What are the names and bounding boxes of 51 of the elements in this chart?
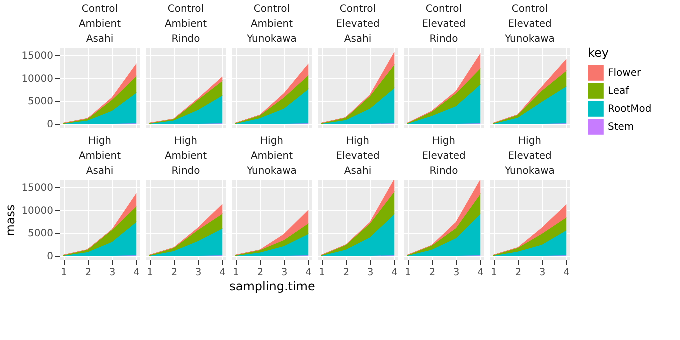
chart-title: Control Ambient Rindo <box>164 4 208 45</box>
x-tick-label: 2 <box>429 268 436 278</box>
x-tick-label: 1 <box>404 268 412 278</box>
x-tick-label: 4 <box>220 268 226 278</box>
x-axis-title: sampling.time <box>230 280 316 294</box>
legend-label: Flower <box>608 68 642 79</box>
x-tick-label: 1 <box>60 268 68 278</box>
x-tick-label: 4 <box>392 268 398 278</box>
x-tick-label: 2 <box>257 268 264 278</box>
x-tick-label: 3 <box>195 268 202 278</box>
x-tick-label: 4 <box>134 268 140 278</box>
x-tick-label: 3 <box>281 268 288 278</box>
legend-label: Leaf <box>608 86 630 97</box>
chart-title: High Elevated Yunokawa <box>504 136 555 177</box>
x-tick-label: 3 <box>367 268 374 278</box>
y-tick-label: 10000 <box>22 74 54 85</box>
x-tick-label: 1 <box>490 268 498 278</box>
x-tick-label: 4 <box>478 268 484 278</box>
y-tick-label: 10000 <box>22 206 54 217</box>
x-tick-label: 4 <box>564 268 570 278</box>
chart-title: High Ambient Yunokawa <box>246 136 297 177</box>
x-tick-label: 1 <box>232 268 240 278</box>
y-tick-label: 0 <box>47 252 54 263</box>
y-tick-label: 0 <box>47 120 54 131</box>
x-tick-label: 1 <box>146 268 154 278</box>
x-tick-label: 2 <box>171 268 178 278</box>
y-tick-label: 15000 <box>22 50 54 62</box>
x-tick-label: 3 <box>453 268 460 278</box>
x-tick-label: 4 <box>306 268 312 278</box>
y-tick-label: 5000 <box>28 96 54 108</box>
chart-title: Control Elevated Asahi <box>336 4 380 45</box>
chart-title: High Elevated Rindo <box>422 136 466 177</box>
x-tick-label: 2 <box>515 268 522 278</box>
y-tick-label: 5000 <box>28 228 54 240</box>
chart-title: High Ambient Rindo <box>164 136 208 177</box>
chart-title: High Ambient Asahi <box>78 136 122 177</box>
x-tick-label: 3 <box>539 268 546 278</box>
x-tick-label: 3 <box>109 268 116 278</box>
chart-title: Control Ambient Yunokawa <box>246 4 297 45</box>
legend-title: key <box>588 46 610 60</box>
chart-title: Control Elevated Rindo <box>422 4 466 45</box>
x-tick-label: 1 <box>318 268 326 278</box>
legend-label: RootMod <box>608 104 652 115</box>
x-tick-label: 2 <box>85 268 92 278</box>
legend-label: Stem <box>608 122 634 133</box>
x-tick-label: 2 <box>343 268 350 278</box>
chart-title: Control Elevated Yunokawa <box>504 4 555 45</box>
chart-title: High Elevated Asahi <box>336 136 380 177</box>
y-tick-label: 15000 <box>22 182 54 194</box>
y-axis-title: mass <box>4 204 18 236</box>
chart-title: Control Ambient Asahi <box>78 4 122 45</box>
